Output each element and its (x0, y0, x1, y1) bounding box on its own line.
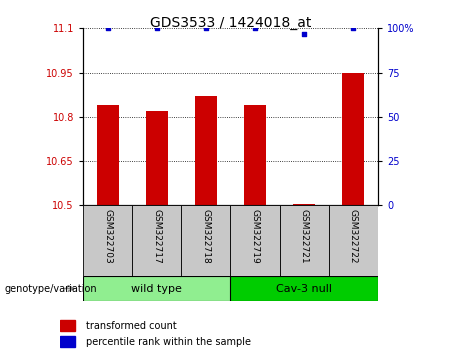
Text: GSM322721: GSM322721 (300, 209, 309, 263)
Bar (195, 96, 217, 205)
Point (301, 31, 308, 36)
Point (153, 25, 160, 31)
Bar (132, 205, 181, 276)
Bar (280, 205, 329, 276)
Bar (343, 73, 365, 205)
Bar (60, 320, 75, 331)
Point (104, 25, 111, 31)
Text: wild type: wild type (131, 284, 182, 293)
Text: GSM322718: GSM322718 (201, 209, 210, 264)
Text: Cav-3 null: Cav-3 null (276, 284, 332, 293)
Bar (60, 336, 75, 347)
Text: percentile rank within the sample: percentile rank within the sample (86, 337, 251, 347)
Point (350, 25, 357, 31)
Bar (293, 204, 315, 205)
Text: GDS3533 / 1424018_at: GDS3533 / 1424018_at (150, 16, 311, 30)
Text: genotype/variation: genotype/variation (5, 284, 97, 293)
Text: GSM322719: GSM322719 (251, 209, 260, 264)
Bar (230, 276, 378, 301)
Text: GSM322717: GSM322717 (152, 209, 161, 264)
Point (202, 25, 210, 31)
Point (251, 25, 259, 31)
Bar (181, 205, 230, 276)
Bar (244, 105, 266, 205)
Bar (329, 205, 378, 276)
Bar (83, 276, 230, 301)
Bar (96, 105, 118, 205)
Text: GSM322722: GSM322722 (349, 209, 358, 263)
Bar (146, 111, 168, 205)
Bar (83, 205, 132, 276)
Bar (230, 205, 280, 276)
Text: GSM322703: GSM322703 (103, 209, 112, 264)
Text: transformed count: transformed count (86, 321, 177, 331)
